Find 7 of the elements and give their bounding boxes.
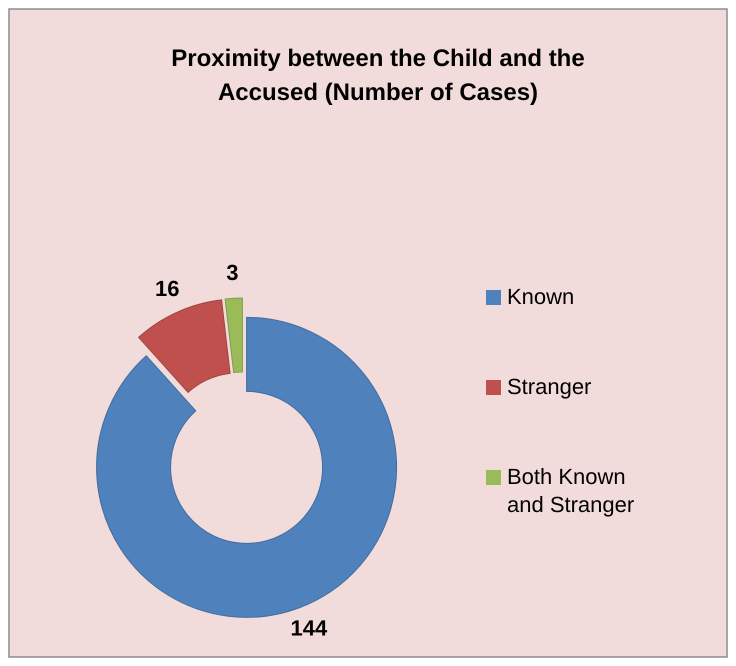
legend-label: Stranger [507, 374, 592, 399]
legend-label: Both Known and Stranger [507, 464, 634, 517]
data-label: 3 [226, 260, 238, 286]
data-label: 16 [155, 276, 180, 302]
data-label: 144 [290, 616, 328, 641]
chart-title: Proximity between the Child and the Accused (Number of Cases) [171, 45, 585, 106]
legend-label: Known [507, 284, 574, 309]
